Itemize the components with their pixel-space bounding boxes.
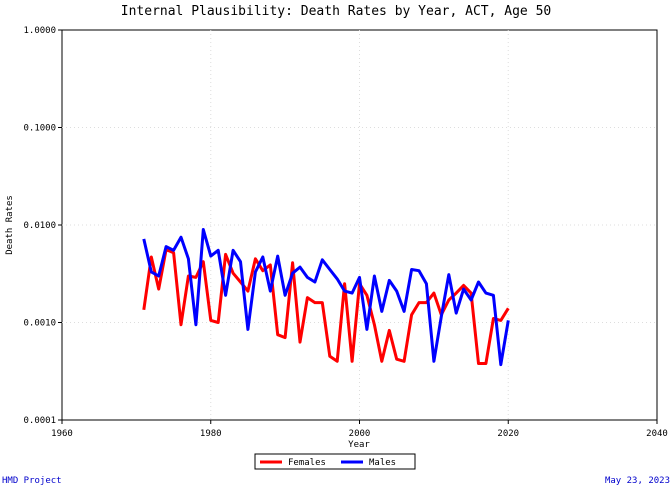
legend-label-females: Females [288, 458, 326, 468]
x-axis-label: Year [348, 440, 370, 450]
footer-source: HMD Project [2, 476, 62, 486]
grid [62, 30, 657, 420]
footer-date: May 23, 2023 [604, 476, 670, 486]
x-tick-label: 1960 [51, 429, 73, 439]
plot-area [61, 29, 658, 421]
y-tick-label: 0.1000 [23, 124, 56, 134]
legend: Females Males [254, 453, 416, 470]
x-tick-label: 2020 [497, 429, 519, 439]
y-tick-label: 0.0100 [23, 221, 56, 231]
y-tick-label: 0.0010 [23, 319, 56, 329]
series-lines [142, 228, 510, 367]
legend-box [254, 453, 416, 470]
y-tick-label: 0.0001 [23, 416, 56, 426]
y-axis-label: Death Rates [5, 195, 15, 255]
y-tick-label: 1.0000 [23, 26, 56, 36]
legend-label-males: Males [369, 458, 396, 468]
x-tick-label: 2040 [646, 429, 668, 439]
series-line-females [142, 248, 510, 365]
series-line-males [142, 228, 510, 367]
x-tick-label: 1980 [200, 429, 222, 439]
axes: 1960 1980 2000 2020 2040 0.0001 0.0010 0.0100 0.… [23, 26, 667, 439]
chart-title: Internal Plausibility: Death Rates by Ye… [121, 4, 551, 19]
x-tick-label: 2000 [349, 429, 371, 439]
